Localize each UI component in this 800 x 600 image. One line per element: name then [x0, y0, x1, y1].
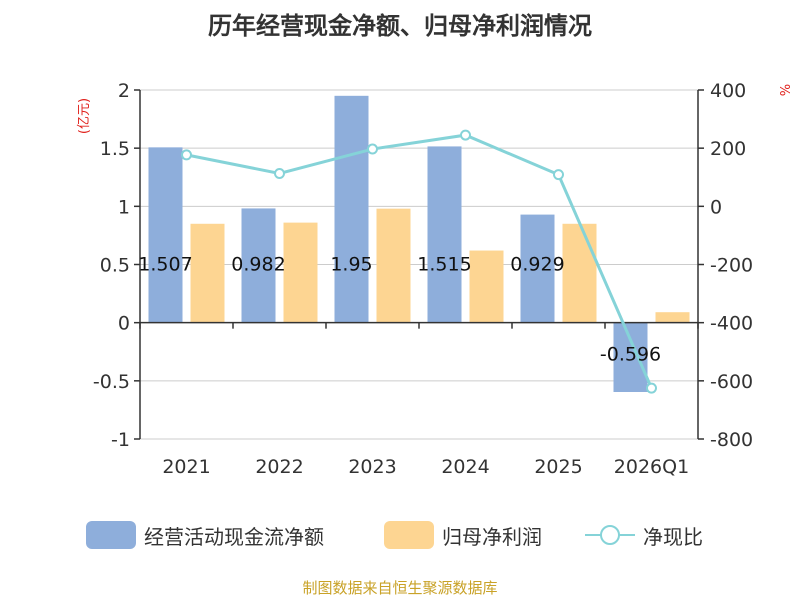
bar-cashflow-2026Q1: [613, 322, 648, 393]
legend-label-cashflow: 经营活动现金流净额: [144, 524, 324, 549]
source-note: 制图数据来自恒生聚源数据库: [302, 579, 498, 597]
ratio-line: [181, 129, 657, 394]
ratio-line-path: [186, 133, 653, 389]
x-tick-label: 2026Q1: [614, 456, 689, 478]
data-label-cashflow-2021: 1.507: [138, 254, 192, 276]
right-tick-label: 0: [710, 196, 722, 218]
bars-net-profit: [190, 208, 690, 323]
legend-label-ratio: 净现比: [643, 524, 703, 549]
bar-cashflow-2022: [241, 208, 276, 323]
left-tick-label: -0.5: [93, 371, 130, 393]
bar-net-profit-2025: [562, 223, 597, 323]
bar-cashflow-2023: [334, 95, 369, 323]
x-tick-label: 2022: [255, 456, 303, 478]
left-tick-label: 0: [118, 313, 130, 335]
left-tick-label: 1.5: [100, 138, 130, 160]
data-labels: 1.507 0.982 1.95 1.515 0.929 -0.596: [138, 254, 661, 366]
bar-net-profit-2024: [469, 250, 504, 323]
legend-swatch-ratio: [585, 521, 635, 549]
right-tick-label: -200: [710, 255, 753, 277]
right-tick-label: -400: [710, 313, 753, 335]
data-label-cashflow-2026Q1: -0.596: [600, 344, 661, 366]
gridlines: [140, 89, 698, 440]
data-label-cashflow-2024: 1.515: [417, 254, 471, 276]
right-axis-unit: %: [776, 84, 791, 96]
data-label-cashflow-2022: 0.982: [231, 254, 285, 276]
bar-net-profit-2021: [190, 223, 225, 323]
ratio-point-2021: [181, 149, 192, 161]
legend-item-ratio[interactable]: 净现比: [585, 517, 703, 553]
bars-cashflow: [148, 95, 648, 393]
bar-cashflow-2024: [427, 146, 462, 323]
chart-title: 历年经营现金净额、归母净利润情况: [208, 12, 592, 40]
x-tick-label: 2021: [162, 456, 210, 478]
x-tick-label: 2024: [441, 456, 489, 478]
right-tick-label: 400: [710, 80, 746, 102]
left-tick-label: 2: [118, 80, 130, 102]
x-tick-label: 2025: [534, 456, 582, 478]
bar-cashflow-2025: [520, 214, 555, 323]
bar-net-profit-2022: [283, 222, 318, 323]
ratio-point-2023: [367, 143, 378, 155]
right-tick-label: -800: [710, 429, 753, 451]
right-tick-label: -600: [710, 371, 753, 393]
x-tick-label: 2023: [348, 456, 396, 478]
bar-net-profit-2026Q1: [655, 312, 690, 323]
axes: 2 1.5 1 0.5 0 -0.5 -1 400 200 0 -200 -400 -600 -800 20…: [93, 80, 753, 478]
left-axis-unit: (亿元): [77, 98, 92, 134]
bar-cashflow-2021: [148, 147, 183, 323]
ratio-point-2026Q1: [646, 382, 657, 394]
ratio-point-2022: [274, 167, 285, 179]
legend-swatch-cashflow: [86, 521, 136, 549]
legend-swatch-net-profit: [384, 521, 434, 549]
legend: 经营活动现金流净额 归母净利润 净现比: [0, 517, 800, 553]
legend-item-cashflow[interactable]: 经营活动现金流净额: [86, 517, 324, 553]
left-tick-label: -1: [111, 429, 130, 451]
ratio-point-2025: [553, 169, 564, 181]
right-tick-label: 200: [710, 138, 746, 160]
bar-net-profit-2023: [376, 208, 411, 323]
legend-label-net-profit: 归母净利润: [442, 524, 542, 549]
data-label-cashflow-2023: 1.95: [330, 254, 372, 276]
left-tick-label: 1: [118, 196, 130, 218]
ratio-point-2024: [460, 129, 471, 141]
data-label-cashflow-2025: 0.929: [510, 254, 564, 276]
legend-item-net-profit[interactable]: 归母净利润: [384, 517, 542, 553]
left-tick-label: 0.5: [100, 255, 130, 277]
